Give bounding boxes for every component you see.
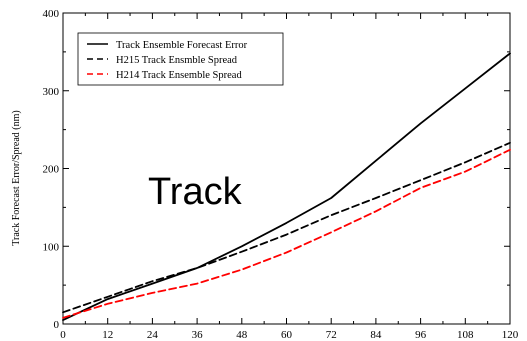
- y-tick-label: 300: [43, 86, 60, 98]
- x-tick-label: 24: [147, 329, 159, 341]
- series-lines: [62, 52, 511, 322]
- y-tick-label: 100: [43, 241, 60, 253]
- x-tick-label: 0: [60, 329, 66, 341]
- series-line-3: [62, 148, 511, 319]
- x-tick-label: 108: [457, 329, 474, 341]
- axis-ticks: 0 12 24 36 48 60 72 84 96 108 120 0 100 200 300 400: [43, 8, 519, 341]
- y-tick-label: 400: [43, 8, 60, 20]
- legend-box: [77, 32, 284, 86]
- y-axis-label: Track Forecast Error/Spread (nm): [11, 110, 22, 245]
- legend-label-error: Track Ensemble Forecast Error: [116, 40, 248, 51]
- overlay-label: Track: [148, 171, 243, 213]
- x-tick-label: 36: [192, 329, 204, 341]
- legend: Track Ensemble Forecast Error H215 Track…: [77, 32, 284, 86]
- series-line-1: [62, 52, 511, 322]
- legend-label-h215: H215 Track Ensmble Spread: [116, 55, 238, 66]
- x-tick-label: 96: [415, 329, 427, 341]
- x-tick-label: 120: [502, 329, 519, 341]
- x-tick-label: 60: [281, 329, 293, 341]
- y-tick-label: 0: [54, 319, 60, 331]
- y-tick-label: 200: [43, 164, 60, 176]
- x-tick-label: 12: [102, 329, 113, 341]
- x-tick-label: 84: [370, 329, 382, 341]
- series-line-2: [62, 141, 511, 314]
- legend-label-h214: H214 Track Ensemble Spread: [116, 70, 242, 81]
- x-tick-label: 48: [236, 329, 248, 341]
- x-tick-label: 72: [326, 329, 337, 341]
